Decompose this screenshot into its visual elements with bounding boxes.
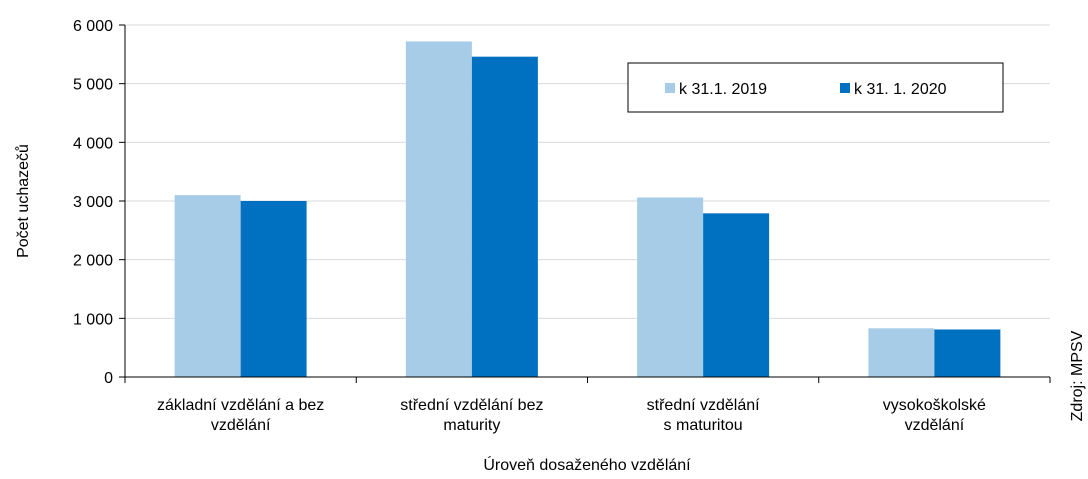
legend-label: k 31. 1. 2020 [854,81,947,98]
y-tick-label: 4 000 [73,135,113,152]
y-axis-label: Počet uchazečů [14,144,32,258]
bar [637,197,704,377]
y-tick-label: 2 000 [73,253,113,270]
legend-label: k 31.1. 2019 [679,81,767,98]
legend-swatch [665,83,675,93]
y-tick-label: 5 000 [73,77,113,94]
bar [868,328,935,377]
legend-swatch [840,83,850,93]
bar [703,213,770,377]
source: Zdroj: MPSV [1069,330,1086,421]
bar [405,41,472,377]
bar [240,201,307,377]
y-tick-label: 1 000 [73,311,113,328]
y-tick-label: 3 000 [73,194,113,211]
y-tick-label: 0 [104,370,113,387]
legend-box [627,62,1004,113]
x-tick-label: vysokoškolské vzdělání [883,397,986,434]
x-tick-label: základní vzdělání a bez vzdělání [157,397,324,434]
y-tick-label: 6 000 [73,18,113,35]
x-axis-label: Úroveň dosaženého vzdělání [483,455,691,474]
bar [934,329,1001,377]
bar [174,195,241,377]
x-tick-label: střední vzdělání bez maturity [400,397,543,434]
bar [471,56,538,378]
x-tick-label: střední vzdělání s maturitou [647,397,761,434]
